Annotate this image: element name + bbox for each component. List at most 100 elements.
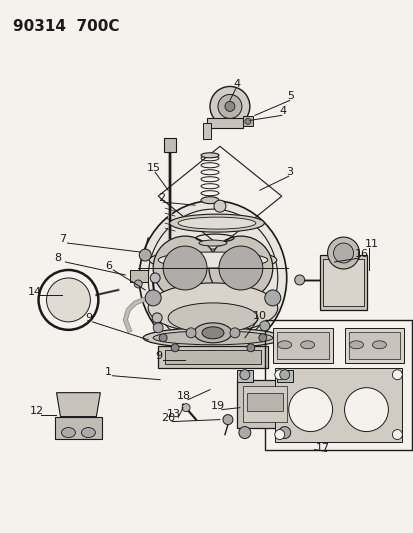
Ellipse shape	[168, 303, 257, 333]
Polygon shape	[288, 387, 388, 434]
Ellipse shape	[178, 217, 255, 229]
Ellipse shape	[202, 327, 223, 339]
Circle shape	[229, 328, 239, 338]
Circle shape	[274, 370, 284, 379]
Ellipse shape	[300, 341, 314, 349]
Bar	[202, 123, 211, 139]
Text: 3: 3	[285, 167, 292, 177]
Ellipse shape	[201, 153, 218, 158]
Circle shape	[224, 101, 234, 111]
Circle shape	[239, 370, 249, 379]
Circle shape	[344, 387, 387, 432]
Circle shape	[171, 344, 179, 352]
Bar	[130, 270, 148, 282]
Text: 10: 10	[252, 311, 266, 321]
Circle shape	[46, 278, 90, 322]
Circle shape	[327, 237, 358, 269]
Ellipse shape	[372, 341, 385, 349]
Circle shape	[150, 273, 160, 283]
Circle shape	[217, 94, 241, 118]
Text: 15: 15	[147, 163, 161, 173]
Text: 90314  700C: 90314 700C	[13, 19, 119, 34]
Circle shape	[218, 246, 262, 290]
Bar	[242, 116, 252, 126]
Bar	[348, 332, 399, 359]
Ellipse shape	[81, 427, 95, 438]
Circle shape	[274, 430, 284, 440]
Circle shape	[209, 236, 272, 300]
Circle shape	[279, 370, 289, 379]
Text: 9: 9	[155, 351, 162, 361]
Text: 13: 13	[167, 409, 180, 418]
Text: 4: 4	[278, 107, 286, 116]
Circle shape	[259, 321, 269, 331]
Circle shape	[182, 403, 190, 411]
Bar	[246, 393, 282, 410]
Circle shape	[392, 370, 401, 379]
Bar	[236, 379, 292, 427]
Ellipse shape	[139, 200, 286, 356]
Circle shape	[134, 280, 142, 288]
Ellipse shape	[153, 331, 272, 345]
Circle shape	[258, 334, 266, 342]
Bar	[272, 328, 332, 363]
Text: 20: 20	[161, 413, 175, 423]
Text: 2: 2	[158, 193, 165, 203]
Bar	[264, 320, 411, 449]
Bar	[344, 328, 404, 363]
Polygon shape	[274, 368, 401, 441]
Circle shape	[264, 290, 280, 306]
Bar	[158, 346, 267, 368]
Text: 17: 17	[315, 442, 329, 453]
Bar	[322, 259, 363, 306]
Text: 16: 16	[354, 249, 368, 259]
Ellipse shape	[194, 323, 231, 343]
Ellipse shape	[158, 252, 267, 268]
Text: 8: 8	[54, 253, 61, 263]
Ellipse shape	[62, 427, 75, 438]
Bar	[164, 139, 176, 152]
Bar	[165, 350, 260, 364]
Circle shape	[244, 118, 250, 124]
Polygon shape	[56, 393, 100, 417]
Circle shape	[209, 86, 249, 126]
Bar	[55, 417, 102, 439]
Text: 9: 9	[85, 313, 92, 323]
Circle shape	[333, 243, 353, 263]
Text: 7: 7	[59, 234, 66, 244]
Text: 12: 12	[29, 406, 43, 416]
Bar	[206, 118, 242, 128]
Text: 14: 14	[27, 287, 42, 297]
Ellipse shape	[349, 341, 363, 349]
Text: 4: 4	[233, 79, 240, 90]
Bar	[236, 370, 252, 382]
Circle shape	[159, 334, 167, 342]
Ellipse shape	[199, 240, 226, 246]
Circle shape	[278, 426, 290, 439]
Text: 18: 18	[177, 391, 191, 401]
Circle shape	[185, 328, 196, 338]
Bar	[276, 332, 328, 359]
Bar	[319, 255, 367, 310]
Text: 11: 11	[363, 239, 377, 249]
Circle shape	[163, 246, 206, 290]
Circle shape	[294, 275, 304, 285]
Ellipse shape	[169, 214, 263, 232]
Text: 1: 1	[104, 367, 112, 377]
Circle shape	[392, 430, 401, 440]
Circle shape	[153, 323, 163, 333]
Circle shape	[145, 290, 161, 306]
Ellipse shape	[201, 197, 218, 204]
Ellipse shape	[277, 341, 291, 349]
Bar	[242, 386, 286, 422]
Circle shape	[214, 200, 225, 212]
Circle shape	[288, 387, 332, 432]
Bar	[276, 370, 292, 382]
Text: 5: 5	[287, 92, 294, 101]
Ellipse shape	[148, 283, 277, 333]
Circle shape	[223, 415, 233, 425]
Circle shape	[238, 426, 250, 439]
Circle shape	[139, 249, 151, 261]
Text: 6: 6	[104, 261, 112, 271]
Text: 19: 19	[210, 401, 225, 410]
